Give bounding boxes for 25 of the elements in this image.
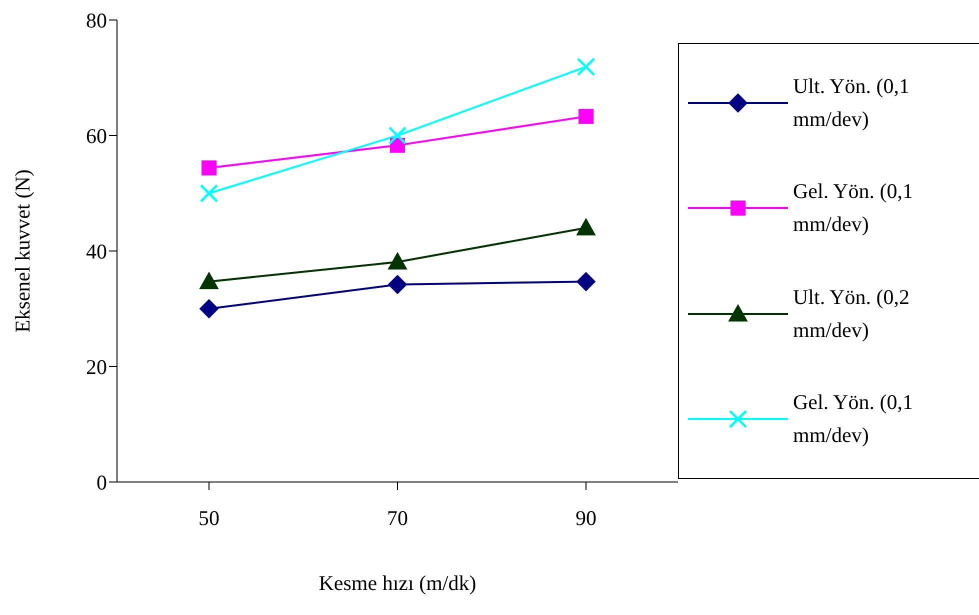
x-tick-label: 50 bbox=[198, 506, 220, 530]
point bbox=[576, 58, 596, 76]
legend-label: Gel. Yön. (0,1 mm/dev) bbox=[793, 389, 914, 450]
y-axis-title: Eksenel kuvvet (N) bbox=[10, 169, 34, 333]
y-tick-label: 80 bbox=[86, 8, 107, 32]
point bbox=[388, 274, 407, 294]
legend-label: Gel. Yön. (0,1 mm/dev) bbox=[793, 178, 914, 238]
legend-label: Ult. Yön. (0,2 mm/dev) bbox=[793, 284, 910, 344]
point bbox=[200, 299, 218, 318]
point bbox=[200, 184, 218, 202]
point bbox=[576, 218, 596, 236]
point bbox=[388, 252, 407, 270]
point bbox=[578, 108, 594, 124]
point bbox=[388, 126, 407, 145]
x-axis-title: Kesme hızı (m/dk) bbox=[318, 571, 476, 595]
legend-label: Ult. Yön. (0,1 mm/dev) bbox=[793, 72, 910, 133]
x-tick-label: 90 bbox=[576, 506, 596, 530]
point bbox=[202, 160, 216, 176]
y-tick-label: 20 bbox=[86, 354, 107, 379]
point bbox=[200, 272, 218, 290]
y-tick-label: 60 bbox=[86, 124, 107, 148]
x-tick-label: 70 bbox=[387, 506, 408, 530]
y-tick-label: 40 bbox=[86, 239, 107, 264]
y-tick-label: 0 bbox=[96, 470, 107, 494]
point bbox=[576, 272, 596, 292]
